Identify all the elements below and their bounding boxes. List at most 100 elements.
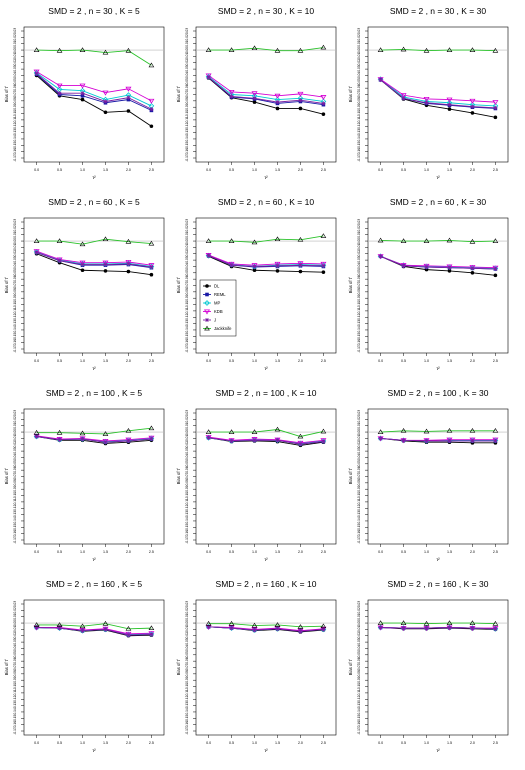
y-tick-label: -0.15 xyxy=(185,141,189,148)
y-tick-label: 0.00 xyxy=(13,620,17,626)
y-tick-label: 0.01 xyxy=(357,613,361,619)
series-line xyxy=(208,255,324,273)
data-point xyxy=(493,438,498,443)
x-tick-label: 1.0 xyxy=(252,168,257,172)
data-point xyxy=(470,266,475,271)
y-tick-label: -0.07 xyxy=(13,91,17,98)
data-point xyxy=(298,629,303,634)
y-tick-label: -0.13 xyxy=(13,702,17,709)
y-tick-label: -0.06 xyxy=(357,466,361,473)
data-point xyxy=(469,428,476,433)
data-point xyxy=(34,71,39,76)
y-tick-label: -0.14 xyxy=(357,135,361,142)
y-tick-label: -0.03 xyxy=(185,638,189,645)
x-tick-label: 2.5 xyxy=(149,550,154,554)
y-tick-label: -0.10 xyxy=(185,301,189,308)
data-point xyxy=(378,254,383,259)
y-tick-label: -0.17 xyxy=(357,345,361,352)
data-point xyxy=(80,268,85,273)
y-tick-label: -0.10 xyxy=(357,492,361,499)
y-tick-label: -0.11 xyxy=(185,116,189,123)
plot-frame xyxy=(367,26,509,163)
y-tick-label: -0.17 xyxy=(13,727,17,734)
data-point xyxy=(423,428,430,434)
y-axis-label: Bias of τ̂ xyxy=(176,468,181,485)
series-j xyxy=(34,434,154,445)
data-point xyxy=(149,265,154,270)
series-line xyxy=(208,437,324,445)
data-point xyxy=(400,428,407,433)
x-axis-label: τ² xyxy=(436,175,440,180)
panel-title: SMD = 2 , n = 30 , K = 30 xyxy=(390,6,486,16)
data-point xyxy=(251,429,258,434)
y-tick-label: 0.03 xyxy=(185,28,189,34)
series-jackknife xyxy=(205,426,327,439)
y-tick-label: -0.08 xyxy=(13,97,17,104)
y-tick-label: -0.11 xyxy=(185,689,189,696)
data-point xyxy=(79,241,86,247)
x-tick-label: 0.5 xyxy=(57,550,62,554)
data-point xyxy=(57,437,62,442)
data-point xyxy=(423,96,430,102)
series-line xyxy=(36,436,152,443)
y-tick-label: -0.15 xyxy=(357,523,361,530)
y-tick-label: -0.06 xyxy=(357,84,361,91)
y-tick-label: -0.01 xyxy=(185,244,189,251)
panel-title: SMD = 2 , n = 60 , K = 5 xyxy=(48,197,140,207)
y-tick-label: -0.01 xyxy=(357,626,361,633)
y-tick-label: -0.02 xyxy=(13,632,17,639)
x-tick-label: 0.5 xyxy=(401,168,406,172)
plot-frame xyxy=(367,599,509,736)
series-line xyxy=(208,437,324,446)
y-tick-label: -0.13 xyxy=(13,129,17,136)
y-tick-label: -0.13 xyxy=(13,511,17,518)
data-point xyxy=(252,628,257,633)
panel-title: SMD = 2 , n = 160 , K = 30 xyxy=(388,579,489,589)
y-tick-label: -0.02 xyxy=(185,632,189,639)
x-tick-label: 2.0 xyxy=(126,168,131,172)
y-tick-label: 0.01 xyxy=(13,231,17,237)
y-tick-label: -0.09 xyxy=(357,294,361,301)
series-jackknife xyxy=(33,236,155,247)
y-axis-label: Bias of τ̂ xyxy=(4,468,9,485)
data-point xyxy=(298,263,303,268)
x-tick-label: 0.0 xyxy=(34,550,39,554)
y-tick-label: -0.05 xyxy=(357,460,361,467)
data-point xyxy=(229,263,234,268)
series-j xyxy=(378,436,498,443)
y-tick-label: -0.06 xyxy=(185,466,189,473)
data-point xyxy=(206,435,211,440)
x-tick-label: 0.5 xyxy=(229,550,234,554)
x-tick-label: 1.0 xyxy=(252,359,257,363)
y-tick-label: -0.12 xyxy=(13,695,17,702)
series-line xyxy=(208,255,324,267)
y-tick-label: -0.09 xyxy=(13,485,17,492)
series-line xyxy=(36,251,152,267)
y-tick-label: -0.05 xyxy=(185,460,189,467)
y-tick-label: -0.17 xyxy=(357,154,361,161)
y-tick-label: -0.16 xyxy=(13,721,17,728)
data-point xyxy=(469,238,476,244)
data-point xyxy=(149,124,154,129)
data-point xyxy=(228,89,235,95)
legend-marker xyxy=(205,292,209,297)
data-point xyxy=(424,626,429,631)
data-point xyxy=(56,83,63,89)
data-point xyxy=(252,100,257,104)
series-line xyxy=(208,77,324,115)
data-point xyxy=(126,109,131,113)
data-point xyxy=(447,625,452,630)
legend-item: J xyxy=(203,318,216,323)
data-point xyxy=(401,96,406,101)
data-point xyxy=(377,620,384,625)
y-tick-label: -0.11 xyxy=(357,116,361,123)
y-tick-label: -0.12 xyxy=(13,504,17,511)
y-tick-label: -0.03 xyxy=(13,65,17,72)
y-tick-label: -0.10 xyxy=(13,301,17,308)
series-line xyxy=(208,235,324,243)
y-tick-label: -0.13 xyxy=(357,129,361,136)
y-tick-label: -0.12 xyxy=(13,313,17,320)
x-tick-label: 2.5 xyxy=(493,550,498,554)
y-tick-label: -0.06 xyxy=(185,657,189,664)
data-point xyxy=(447,107,452,111)
